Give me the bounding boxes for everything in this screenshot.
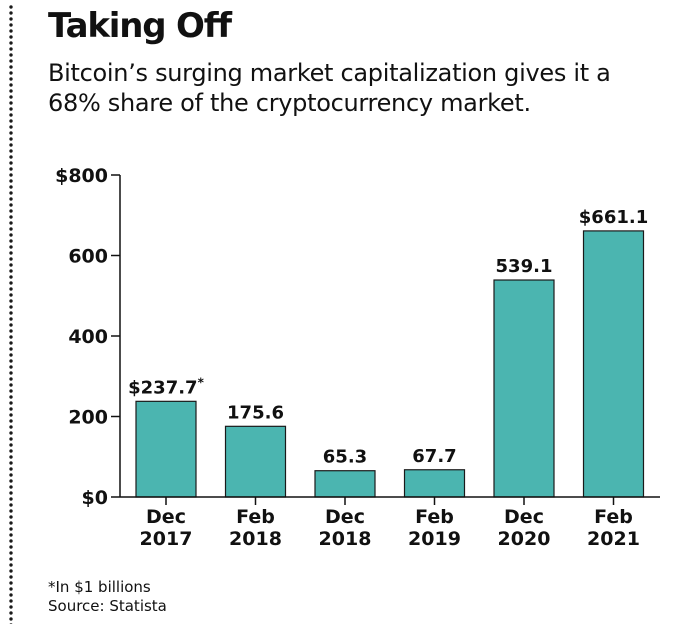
chart-title: Taking Off: [48, 6, 232, 46]
x-tick-label: 2020: [498, 528, 551, 550]
chart-subtitle: Bitcoin’s surging market capitalization …: [48, 59, 611, 117]
y-tick-label: $800: [55, 165, 108, 187]
bar: [493, 279, 555, 498]
data-label: $237.7*: [128, 375, 204, 398]
bar: [582, 230, 645, 498]
dotted-rule: [8, 4, 16, 624]
bar: [314, 470, 376, 498]
x-tick-label: 2021: [587, 528, 640, 550]
source-note: Source: Statista: [48, 597, 167, 615]
x-tick-label: 2017: [140, 528, 193, 550]
x-tick-label: Feb: [594, 506, 633, 528]
x-tick-label: Dec: [504, 506, 544, 528]
footnote-marker: *: [198, 375, 205, 389]
footnote: *In $1 billions: [48, 578, 151, 596]
x-tick-label: 2018: [319, 528, 372, 550]
x-tick-label: Feb: [236, 506, 275, 528]
x-tick-label: Dec: [325, 506, 365, 528]
data-label: 175.6: [227, 402, 284, 423]
bar: [135, 400, 197, 498]
data-label: 539.1: [496, 256, 553, 277]
y-tick-label: $0: [82, 487, 108, 509]
x-tick-label: Dec: [146, 506, 186, 528]
x-tick-label: 2018: [229, 528, 282, 550]
y-tick-label: 200: [68, 407, 108, 429]
data-label: $661.1: [579, 207, 648, 228]
bar: [224, 425, 287, 498]
x-tick-label: Feb: [415, 506, 454, 528]
x-tick-label: 2019: [408, 528, 461, 550]
data-label: 65.3: [323, 447, 367, 468]
bar: [403, 469, 466, 498]
y-tick-label: 400: [68, 326, 108, 348]
y-tick-label: 600: [68, 246, 108, 268]
data-label: 67.7: [412, 446, 456, 467]
